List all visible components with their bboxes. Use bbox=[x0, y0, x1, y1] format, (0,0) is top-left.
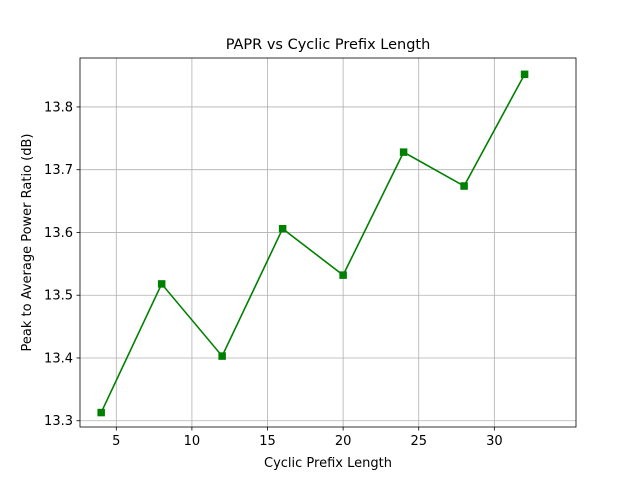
x-tick-label: 25 bbox=[410, 434, 427, 449]
x-tick-label: 15 bbox=[259, 434, 276, 449]
data-point-marker bbox=[97, 408, 105, 417]
grid-layer bbox=[80, 58, 576, 427]
x-tick-label: 30 bbox=[486, 434, 503, 449]
ticks-layer: 5 10 15 20 25 30 13.3 13.4 13.5 13.6 13.7 13.8 bbox=[44, 100, 503, 449]
y-tick-label: 13.3 bbox=[44, 414, 73, 429]
data-point-marker bbox=[460, 182, 468, 190]
y-tick-label: 13.5 bbox=[44, 289, 73, 304]
chart-title: PAPR vs Cyclic Prefix Length bbox=[226, 37, 431, 53]
x-axis-label: Cyclic Prefix Length bbox=[264, 456, 392, 471]
plot-frame bbox=[79, 57, 577, 428]
data-point-marker bbox=[157, 280, 166, 288]
series-layer bbox=[97, 70, 529, 417]
y-tick-label: 13.7 bbox=[44, 163, 73, 178]
y-axis-label: Peak to Average Power Ratio (dB) bbox=[20, 134, 35, 352]
x-tick-label: 5 bbox=[112, 434, 120, 449]
data-point-marker bbox=[399, 148, 408, 156]
x-tick-label: 20 bbox=[335, 434, 352, 449]
data-point-marker bbox=[520, 70, 529, 79]
x-tick-label: 10 bbox=[184, 434, 201, 449]
y-tick-label: 13.6 bbox=[44, 226, 73, 241]
y-tick-label: 13.8 bbox=[44, 100, 73, 115]
y-tick-label: 13.4 bbox=[44, 351, 73, 366]
data-point-marker bbox=[278, 224, 287, 233]
data-point-marker bbox=[218, 352, 226, 360]
data-point-marker bbox=[339, 271, 347, 279]
series-line bbox=[100, 73, 526, 413]
